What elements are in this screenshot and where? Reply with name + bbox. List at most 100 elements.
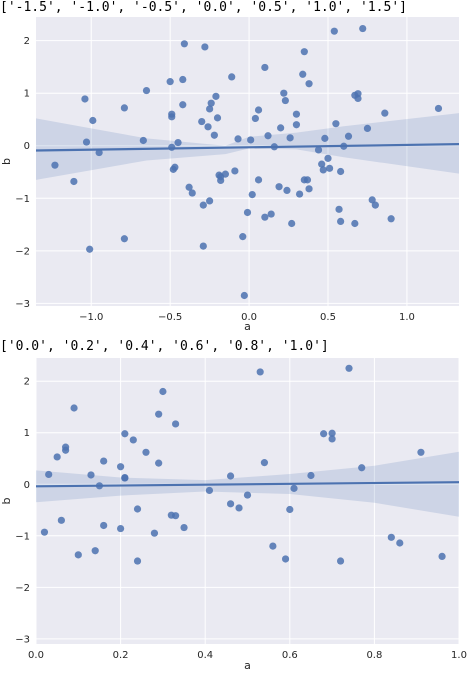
y-tick-label: 2 [24,377,30,388]
data-point [254,176,263,184]
data-point [277,124,285,132]
data-point [305,185,313,193]
data-point [325,164,334,172]
data-point [337,167,345,176]
x-axis-label: a [244,659,251,672]
data-point [371,201,379,209]
y-tick-label: 1 [24,428,30,439]
data-point [100,457,108,465]
data-point [387,533,395,541]
data-point [171,512,180,520]
data-point [62,446,70,454]
data-point [368,196,376,204]
data-point [188,189,196,197]
data-point [318,160,326,168]
data-point [51,161,59,169]
data-point [159,387,167,396]
regression-line [35,481,460,488]
data-point [117,463,125,471]
data-point [295,190,304,198]
data-point [198,117,206,126]
y-tick-label: −2 [15,246,30,257]
data-point [321,134,329,142]
data-point [417,448,425,456]
y-axis-label: b [0,158,13,165]
data-point [231,167,239,175]
data-point [57,516,65,524]
data-point [243,208,252,217]
data-point [86,245,94,253]
data-point [129,436,137,444]
data-point [133,505,142,513]
data-point [254,106,263,114]
data-point [199,201,207,209]
data-point [240,291,248,300]
data-point [121,430,129,438]
data-point [363,124,372,132]
x-tick-label: 0.4 [197,650,213,661]
data-point [307,471,315,480]
data-point [281,555,290,563]
data-point [199,242,207,250]
data-point [121,474,129,482]
data-point [286,134,294,142]
data-point [81,95,89,103]
data-point [335,205,343,213]
data-point [228,73,236,81]
data-point [396,539,404,547]
data-point [180,40,188,48]
data-point [234,135,242,143]
data-point [117,524,125,533]
data-point [166,78,174,86]
plot-background [36,358,459,644]
data-point [120,235,128,243]
y-tick-label: 2 [24,36,30,47]
data-point [53,453,61,461]
data-point [345,364,353,372]
data-point [292,110,301,118]
data-point [247,136,255,144]
data-point [288,219,296,228]
data-point [286,505,294,514]
data-point [91,547,99,555]
data-point [171,163,179,171]
y-axis-label: b [0,497,13,504]
data-point [281,96,289,105]
data-point [201,43,209,51]
data-point [336,557,345,565]
y-tick-label: 0 [24,480,30,491]
data-point [269,542,277,550]
data-point [359,24,367,33]
data-point [328,429,336,437]
data-point [387,215,395,223]
x-axis-label: a [244,320,251,333]
data-point [280,89,288,97]
x-tick-label: 0.0 [241,312,257,323]
data-point [275,183,283,191]
data-point [185,183,193,191]
x-tick-label: 1.0 [399,312,415,323]
x-tick-label: 0.8 [366,650,382,661]
x-tick-label: 0.0 [28,650,44,661]
data-point [45,470,53,479]
plot-background [36,17,459,306]
data-point [89,116,97,125]
data-point [283,186,291,194]
data-point [264,132,272,140]
data-point [206,197,214,205]
data-point [70,404,78,412]
data-point [70,177,78,186]
chart-top: −1.0 −0.5 0.0 0.5 1.0 −3 −2 −1 0 1 2 a b [0,17,460,333]
data-point [133,557,142,565]
y-tick-label: 0 [24,141,30,152]
data-point [142,86,151,95]
data-point [221,170,230,178]
header-bottom-list: ['0.0', '0.2', '0.4', '0.6', '0.8', '1.0… [0,339,329,354]
data-point [260,459,269,467]
y-tick-label: −1 [15,531,30,542]
data-point [434,104,443,113]
regression-line [35,143,460,152]
data-point [330,27,338,35]
data-point [235,504,243,512]
